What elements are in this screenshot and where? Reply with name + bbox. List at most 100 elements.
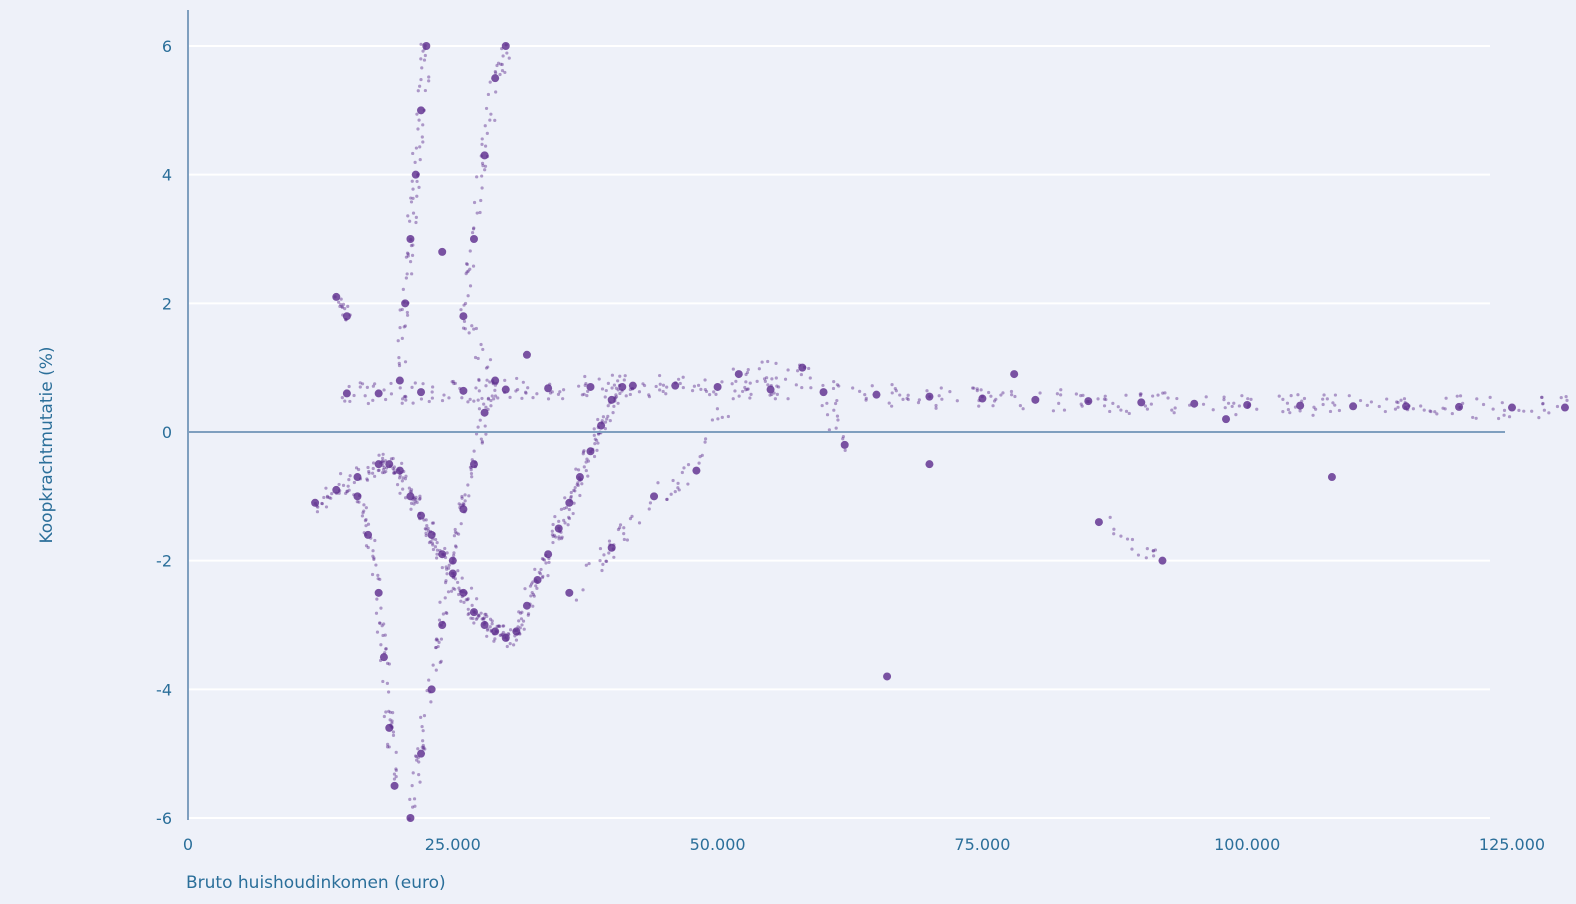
data-point xyxy=(1084,397,1093,406)
data-point-cloud xyxy=(478,418,482,422)
data-point-cloud xyxy=(730,382,734,386)
data-point-cloud xyxy=(384,466,389,470)
data-point-cloud xyxy=(1419,404,1423,408)
data-point-cloud xyxy=(991,404,995,408)
data-point-cloud xyxy=(322,495,326,500)
data-point-cloud xyxy=(457,502,461,506)
data-point-cloud xyxy=(562,506,566,511)
data-point xyxy=(353,492,362,501)
data-point-cloud xyxy=(414,215,418,219)
data-point-cloud xyxy=(424,531,428,535)
data-point-cloud xyxy=(466,483,470,487)
data-point-cloud xyxy=(405,310,409,315)
data-point xyxy=(374,588,383,597)
data-point-cloud xyxy=(1358,398,1363,403)
data-point-cloud xyxy=(744,388,748,392)
data-point-cloud xyxy=(486,407,490,411)
data-point-cloud xyxy=(414,495,418,500)
data-point-cloud xyxy=(605,417,609,421)
data-point-cloud xyxy=(473,610,477,615)
data-point-cloud xyxy=(1130,547,1134,551)
data-point xyxy=(522,350,531,359)
data-point-cloud xyxy=(608,543,612,547)
y-tick-label: 4 xyxy=(162,166,172,185)
data-point xyxy=(459,312,468,321)
data-point-cloud xyxy=(894,389,898,393)
data-point-cloud xyxy=(410,385,414,389)
data-point-cloud xyxy=(495,624,499,628)
data-point-cloud xyxy=(392,468,396,472)
data-point-cloud xyxy=(671,478,675,483)
data-point-cloud xyxy=(864,396,868,400)
data-point xyxy=(311,498,320,507)
data-point-cloud xyxy=(620,389,624,393)
data-point-cloud xyxy=(821,383,825,388)
data-point-cloud xyxy=(488,118,492,122)
data-point-cloud xyxy=(412,502,416,506)
data-point-cloud xyxy=(890,404,894,408)
data-point-cloud xyxy=(418,145,422,149)
data-point xyxy=(1327,473,1336,482)
data-point-cloud xyxy=(402,300,406,304)
data-point-cloud xyxy=(999,393,1003,397)
data-point-cloud xyxy=(376,573,380,577)
data-point-cloud xyxy=(531,604,535,608)
data-point-cloud xyxy=(496,624,500,628)
data-point-cloud xyxy=(398,308,402,312)
data-point xyxy=(459,386,468,395)
data-point-cloud xyxy=(343,399,347,403)
data-point-cloud xyxy=(1249,397,1253,402)
data-point-cloud xyxy=(376,577,380,581)
data-point-cloud xyxy=(768,393,772,397)
data-point-cloud xyxy=(421,729,425,733)
data-point-cloud xyxy=(390,719,394,723)
data-point-cloud xyxy=(482,402,486,406)
data-point-cloud xyxy=(411,805,415,809)
data-point-cloud xyxy=(612,404,616,408)
data-point-cloud xyxy=(1001,391,1005,395)
data-point-cloud xyxy=(488,358,493,362)
data-point-cloud xyxy=(429,540,433,544)
data-point-cloud xyxy=(384,710,388,714)
data-point xyxy=(422,42,431,50)
data-point-cloud xyxy=(531,592,536,597)
data-point-cloud xyxy=(477,389,481,393)
data-point xyxy=(565,588,574,597)
data-point-cloud xyxy=(614,393,618,397)
data-point-cloud xyxy=(518,626,522,630)
data-point-cloud xyxy=(347,488,351,492)
data-point xyxy=(1296,401,1305,410)
data-point-cloud xyxy=(413,497,417,501)
data-point-cloud xyxy=(467,494,471,498)
data-point-cloud xyxy=(493,394,498,398)
data-point-cloud xyxy=(745,370,750,375)
data-point-cloud xyxy=(418,84,422,88)
data-point-cloud xyxy=(479,342,483,347)
data-point xyxy=(417,388,426,397)
data-point-cloud xyxy=(1108,515,1112,519)
data-point-cloud xyxy=(357,467,361,472)
data-point-cloud xyxy=(665,497,669,502)
data-point-cloud xyxy=(994,397,998,401)
data-point xyxy=(491,376,500,385)
data-point-cloud xyxy=(384,647,388,651)
data-point-cloud xyxy=(569,494,573,499)
data-point-cloud xyxy=(420,724,424,729)
data-point-cloud xyxy=(365,478,370,482)
data-point-cloud xyxy=(427,540,432,545)
data-point-cloud xyxy=(832,380,836,384)
data-point-cloud xyxy=(358,385,362,389)
data-point-cloud xyxy=(414,754,419,759)
data-point xyxy=(1349,402,1358,411)
data-point-cloud xyxy=(630,514,634,518)
data-point-cloud xyxy=(465,598,470,602)
data-point-cloud xyxy=(1080,404,1084,408)
data-point-cloud xyxy=(716,417,720,421)
data-point-cloud xyxy=(413,500,417,504)
data-point-cloud xyxy=(408,260,413,264)
data-point-cloud xyxy=(341,313,345,317)
data-point-cloud xyxy=(374,563,378,567)
data-point-cloud xyxy=(1151,549,1155,553)
data-point-cloud xyxy=(726,414,730,419)
